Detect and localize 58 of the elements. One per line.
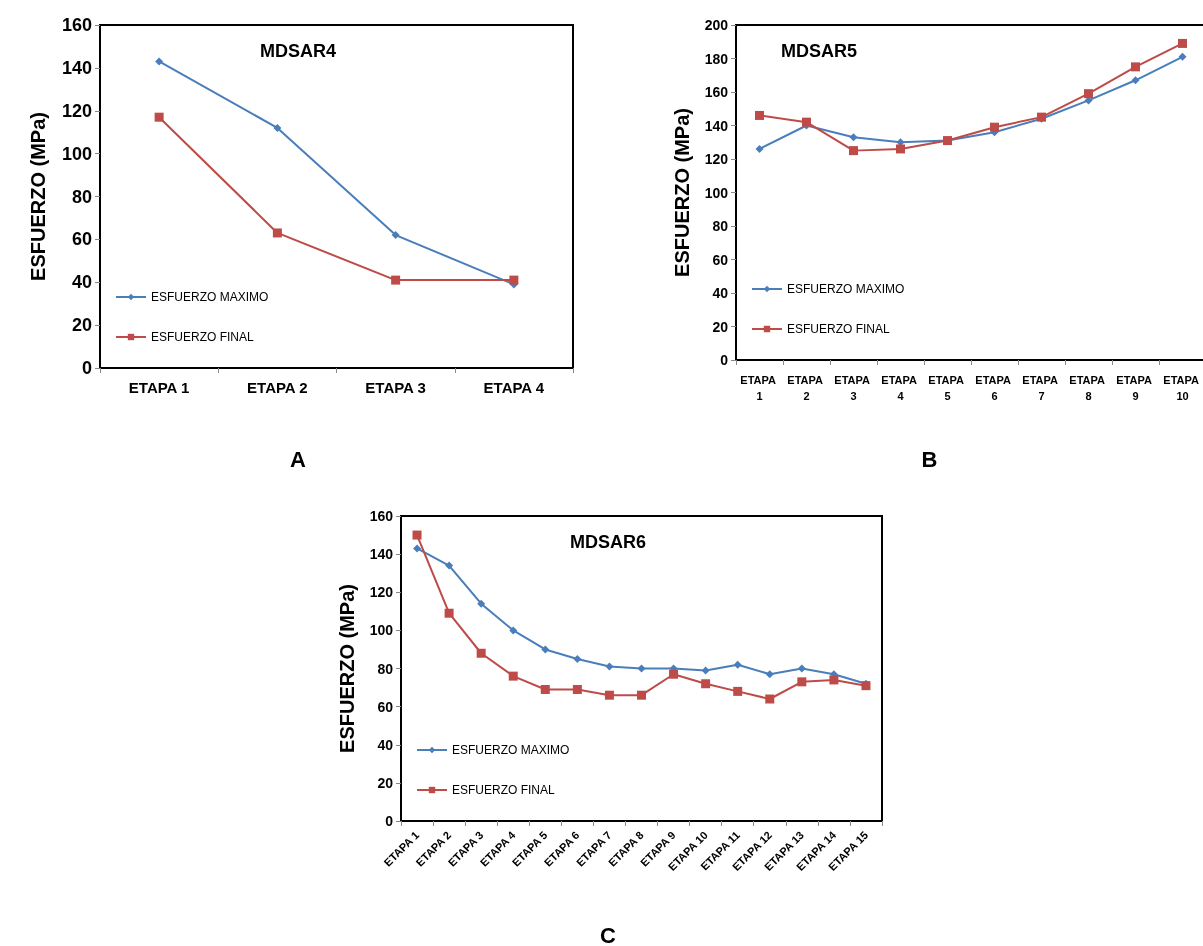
- x-tick-label: ETAPA 4: [483, 379, 545, 396]
- x-tick-label: ETAPA 6: [975, 374, 1014, 402]
- y-tick-label: 180: [704, 50, 729, 67]
- y-tick-label: 0: [385, 813, 394, 829]
- y-tick-label: 80: [377, 660, 394, 677]
- y-tick-label: 60: [71, 229, 92, 250]
- y-tick-label: 100: [369, 622, 394, 639]
- y-tick-label: 20: [377, 774, 394, 791]
- y-tick-label: 160: [369, 508, 394, 524]
- legend-label: ESFUERZO FINAL: [787, 322, 891, 336]
- y-tick-label: 120: [704, 151, 729, 167]
- y-tick-label: 60: [377, 698, 394, 715]
- y-axis-title: ESFUERZO (MPa): [336, 584, 358, 753]
- y-tick-label: 140: [61, 57, 92, 78]
- text: B: [921, 446, 938, 472]
- text: MDSAR6: [569, 532, 647, 552]
- y-tick-label: 60: [712, 251, 729, 268]
- legend-label: ESFUERZO MAXIMO: [452, 743, 570, 757]
- x-tick-label: ETAPA 2: [247, 379, 308, 396]
- x-tick-label: ETAPA 8: [1069, 374, 1108, 402]
- y-axis-title: ESFUERZO (MPa): [671, 108, 693, 277]
- y-tick-label: 0: [81, 358, 92, 378]
- y-tick-label: 40: [377, 736, 394, 753]
- y-tick-label: 120: [369, 584, 394, 601]
- y-tick-label: 100: [61, 143, 92, 164]
- y-axis-title: ESFUERZO (MPa): [27, 112, 49, 281]
- x-tick-label: ETAPA 9: [1116, 374, 1155, 402]
- text: MDSAR5: [781, 41, 858, 61]
- x-tick-label: ETAPA 3: [834, 374, 873, 402]
- x-tick-label: ETAPA 2: [787, 374, 826, 402]
- legend-label: ESFUERZO MAXIMO: [787, 282, 905, 296]
- x-tick-label: ETAPA 1: [128, 379, 190, 396]
- x-tick-label: ETAPA 5: [928, 374, 967, 402]
- x-tick-label: ETAPA 7: [1022, 374, 1061, 402]
- legend-label: ESFUERZO FINAL: [151, 330, 255, 344]
- x-tick-label: ETAPA 3: [365, 379, 426, 396]
- y-tick-label: 40: [71, 272, 92, 293]
- y-tick-label: 40: [712, 285, 729, 301]
- y-tick-label: 160: [704, 84, 729, 100]
- y-tick-label: 20: [712, 318, 729, 335]
- legend-label: ESFUERZO FINAL: [452, 783, 556, 797]
- y-tick-label: 80: [712, 218, 729, 234]
- y-tick-label: 200: [704, 17, 729, 33]
- y-tick-label: 140: [369, 546, 394, 563]
- y-tick-label: 80: [71, 186, 92, 207]
- x-tick-label: ETAPA 4: [881, 374, 920, 402]
- y-tick-label: 20: [71, 315, 92, 336]
- y-tick-label: 120: [61, 100, 92, 121]
- x-tick-label: ETAPA 1: [740, 374, 779, 402]
- text: C: [600, 922, 617, 946]
- y-tick-label: 160: [61, 15, 92, 35]
- y-tick-label: 100: [704, 184, 729, 201]
- y-tick-label: 140: [704, 117, 729, 134]
- y-tick-label: 0: [720, 352, 729, 368]
- x-tick-label: ETAPA 10: [1163, 374, 1202, 402]
- text: MDSAR4: [259, 41, 337, 61]
- text: A: [290, 446, 307, 472]
- legend-label: ESFUERZO MAXIMO: [151, 290, 269, 304]
